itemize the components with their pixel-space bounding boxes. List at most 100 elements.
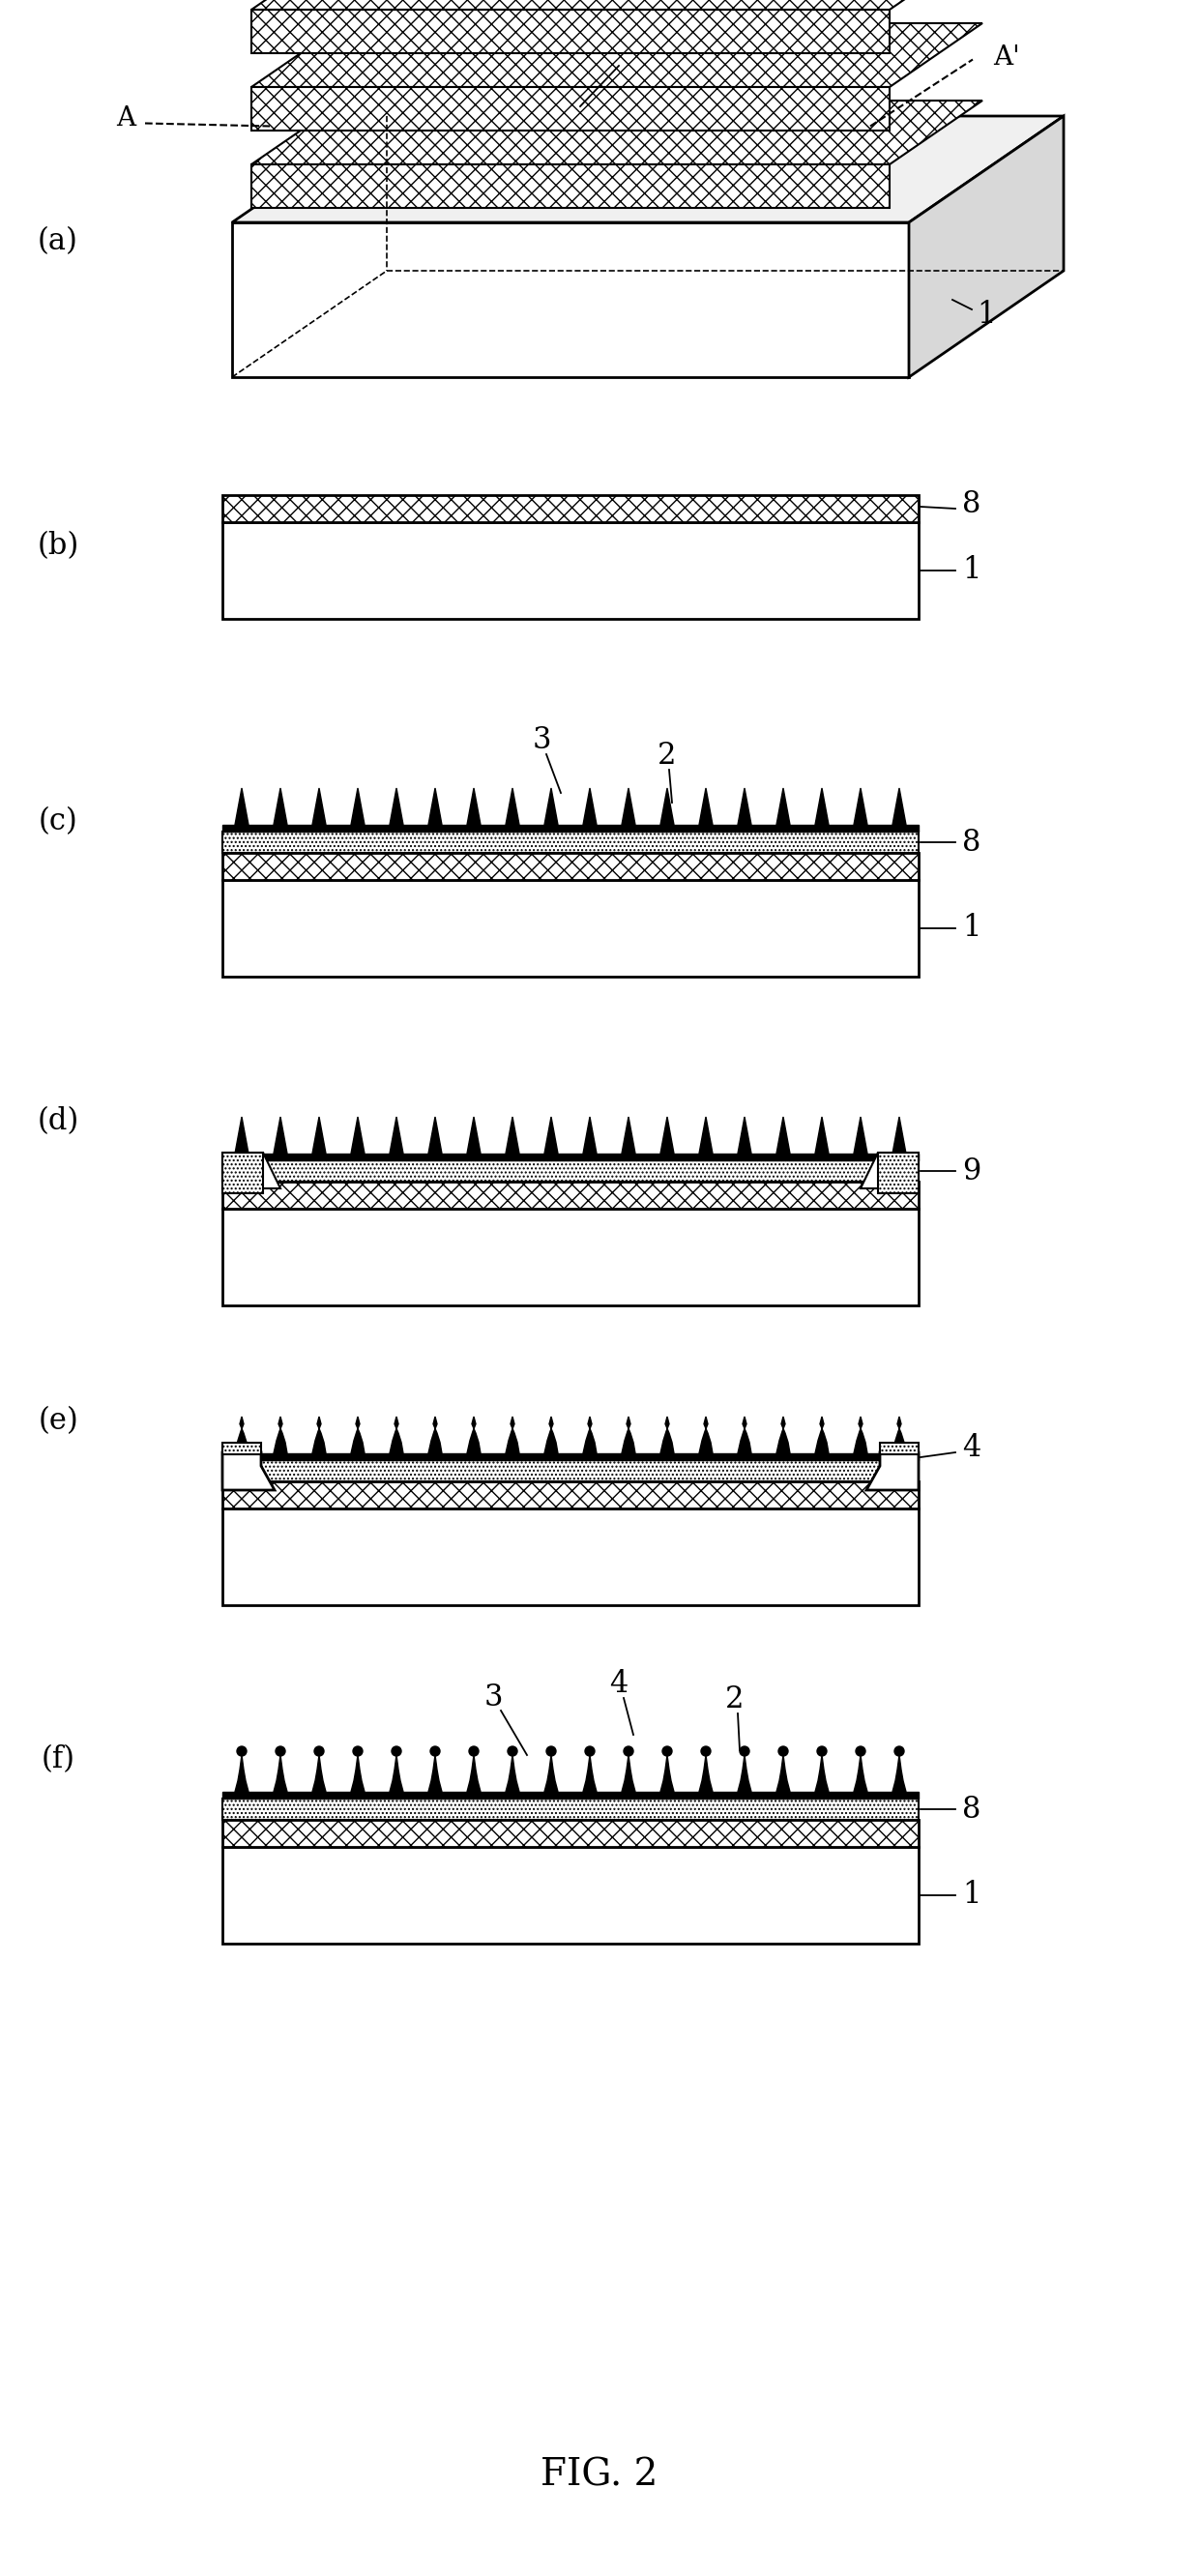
- Polygon shape: [737, 1417, 752, 1453]
- Polygon shape: [235, 788, 248, 824]
- Bar: [222, 1798, 918, 1819]
- Polygon shape: [351, 788, 364, 824]
- Polygon shape: [273, 788, 288, 824]
- Text: FIG. 2: FIG. 2: [541, 2458, 658, 2494]
- Polygon shape: [699, 788, 712, 824]
- Polygon shape: [622, 1417, 635, 1453]
- Text: A: A: [116, 106, 135, 131]
- Polygon shape: [506, 1118, 519, 1154]
- Polygon shape: [273, 1118, 288, 1154]
- Polygon shape: [544, 1417, 558, 1453]
- Polygon shape: [661, 788, 674, 824]
- Polygon shape: [777, 1754, 790, 1793]
- Polygon shape: [233, 116, 1064, 222]
- Circle shape: [507, 1747, 517, 1757]
- Circle shape: [662, 1747, 671, 1757]
- Circle shape: [392, 1747, 402, 1757]
- Bar: [222, 1154, 918, 1159]
- Polygon shape: [583, 1417, 597, 1453]
- Polygon shape: [351, 1417, 364, 1453]
- Circle shape: [585, 1747, 595, 1757]
- Bar: [222, 495, 918, 523]
- Polygon shape: [661, 1754, 674, 1793]
- Polygon shape: [390, 1118, 403, 1154]
- Polygon shape: [506, 1417, 519, 1453]
- Polygon shape: [878, 1151, 918, 1193]
- Polygon shape: [854, 1118, 867, 1154]
- Polygon shape: [252, 10, 890, 54]
- Text: 1: 1: [977, 299, 995, 330]
- Polygon shape: [583, 1754, 597, 1793]
- Bar: [222, 832, 918, 853]
- Bar: [222, 1208, 918, 1306]
- Polygon shape: [468, 1118, 481, 1154]
- Polygon shape: [622, 1754, 635, 1793]
- Bar: [222, 1182, 918, 1208]
- Polygon shape: [390, 1417, 403, 1453]
- Bar: [222, 523, 918, 618]
- Text: (c): (c): [38, 806, 78, 837]
- Polygon shape: [390, 1754, 403, 1793]
- Bar: [222, 1461, 918, 1481]
- Bar: [880, 1443, 918, 1455]
- Bar: [222, 1159, 918, 1182]
- Text: (b): (b): [37, 531, 79, 562]
- Polygon shape: [312, 1754, 326, 1793]
- Circle shape: [623, 1747, 633, 1757]
- Text: 1: 1: [963, 556, 981, 585]
- Text: 2: 2: [725, 1685, 745, 1716]
- Circle shape: [314, 1747, 324, 1757]
- Polygon shape: [468, 1754, 481, 1793]
- Circle shape: [817, 1747, 827, 1757]
- Polygon shape: [506, 1754, 519, 1793]
- Text: 1: 1: [963, 914, 981, 943]
- Polygon shape: [312, 788, 326, 824]
- Text: 8: 8: [963, 1795, 981, 1824]
- Bar: [222, 1819, 918, 1847]
- Text: 3: 3: [532, 724, 550, 755]
- Polygon shape: [544, 788, 558, 824]
- Polygon shape: [222, 1453, 275, 1489]
- Polygon shape: [892, 788, 906, 824]
- Polygon shape: [892, 1118, 906, 1154]
- Polygon shape: [622, 1118, 635, 1154]
- Polygon shape: [854, 1417, 867, 1453]
- Polygon shape: [390, 788, 403, 824]
- Polygon shape: [235, 1417, 248, 1453]
- Polygon shape: [699, 1754, 712, 1793]
- Polygon shape: [312, 1417, 326, 1453]
- Polygon shape: [351, 1754, 364, 1793]
- Polygon shape: [892, 1417, 906, 1453]
- Circle shape: [778, 1747, 788, 1757]
- Circle shape: [894, 1747, 904, 1757]
- Polygon shape: [815, 788, 829, 824]
- Text: 3: 3: [483, 1682, 502, 1713]
- Polygon shape: [222, 1151, 281, 1188]
- Text: (e): (e): [38, 1406, 78, 1437]
- Polygon shape: [235, 1754, 248, 1793]
- Text: 2: 2: [658, 742, 676, 770]
- Polygon shape: [252, 23, 982, 88]
- Polygon shape: [777, 1118, 790, 1154]
- Circle shape: [237, 1747, 247, 1757]
- Polygon shape: [854, 1754, 867, 1793]
- Polygon shape: [861, 1151, 918, 1188]
- Bar: [222, 881, 918, 976]
- Polygon shape: [815, 1417, 829, 1453]
- Polygon shape: [622, 788, 635, 824]
- Polygon shape: [468, 788, 481, 824]
- Polygon shape: [468, 1417, 481, 1453]
- Polygon shape: [428, 1118, 442, 1154]
- Polygon shape: [252, 165, 890, 209]
- Polygon shape: [235, 1118, 248, 1154]
- Polygon shape: [777, 788, 790, 824]
- Text: 8: 8: [614, 39, 633, 67]
- Polygon shape: [661, 1118, 674, 1154]
- Polygon shape: [252, 88, 890, 131]
- Circle shape: [740, 1747, 749, 1757]
- Polygon shape: [273, 1417, 288, 1453]
- Circle shape: [430, 1747, 440, 1757]
- Polygon shape: [909, 116, 1064, 376]
- Text: 1: 1: [963, 1880, 981, 1911]
- Polygon shape: [222, 1151, 263, 1193]
